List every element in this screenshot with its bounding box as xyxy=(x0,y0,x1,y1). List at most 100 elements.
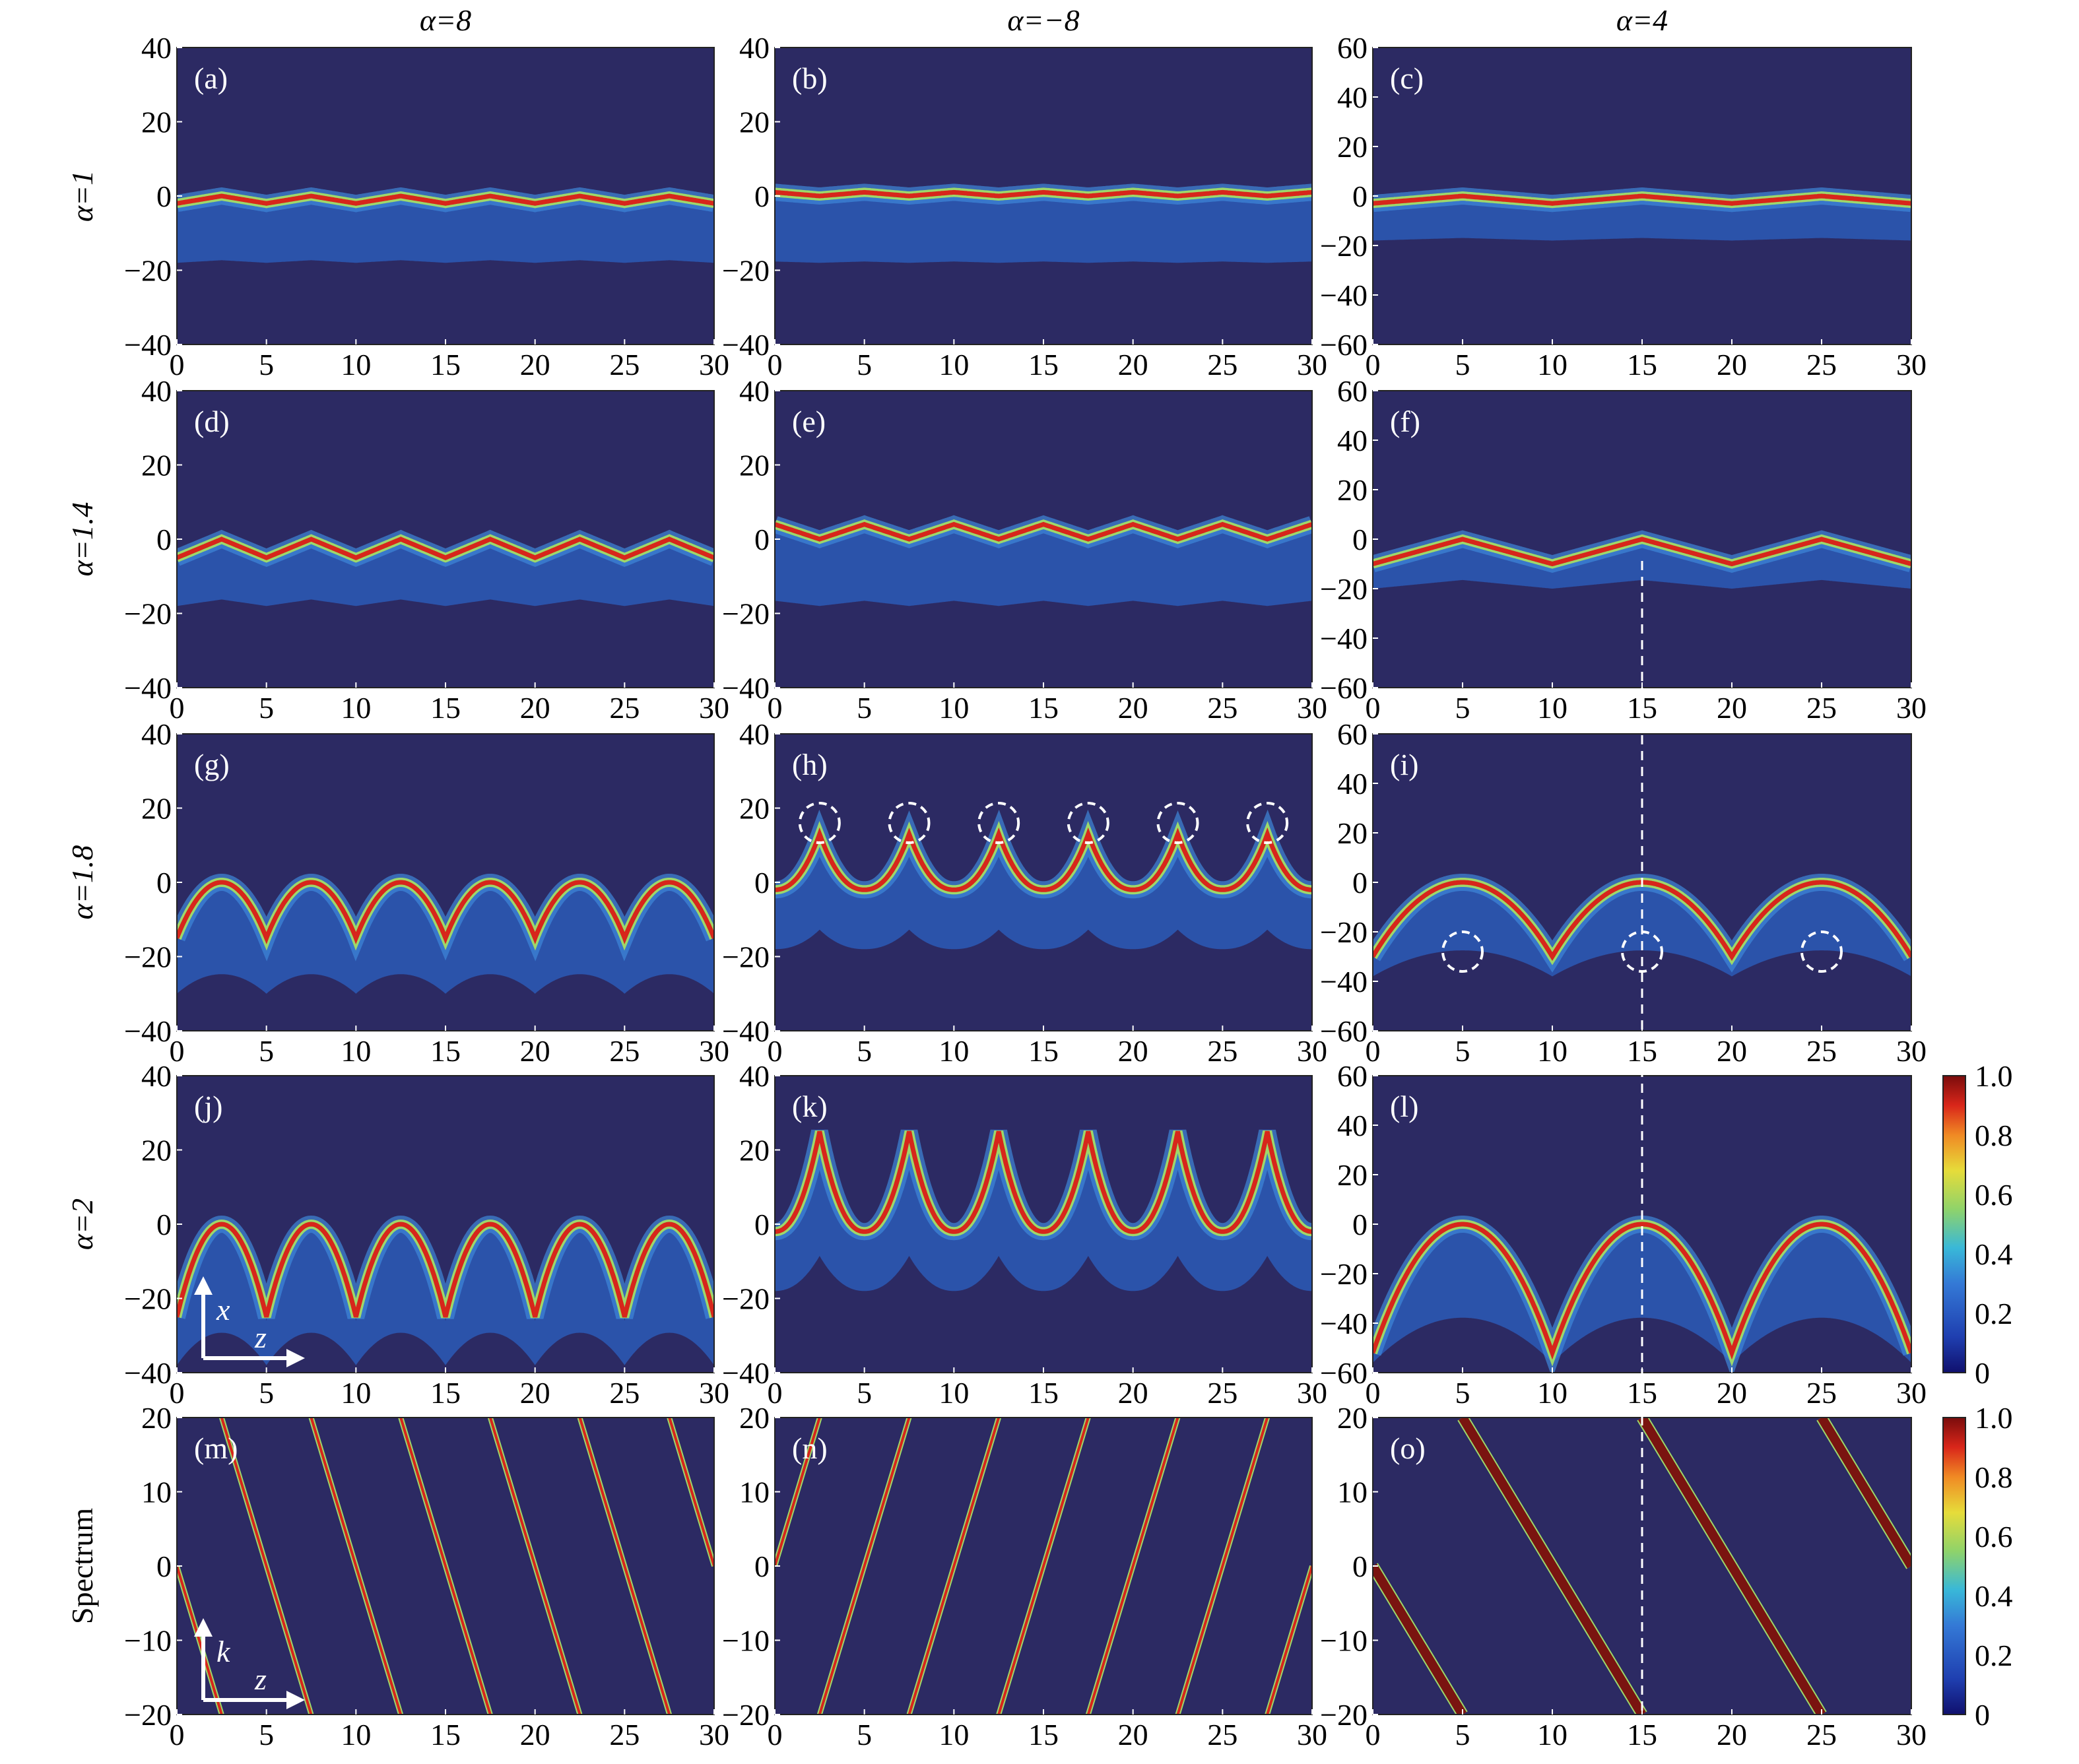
x-tick-label: 15 xyxy=(1028,348,1059,381)
spectrum-line xyxy=(177,1565,223,1715)
x-tick-label: 30 xyxy=(1896,1034,1927,1068)
y-tick-label: −20 xyxy=(722,1282,770,1316)
y-tick-label: 40 xyxy=(141,1059,172,1093)
y-tick-label: 0 xyxy=(754,1550,770,1583)
beam-halo xyxy=(177,199,714,263)
y-tick-label: −60 xyxy=(1320,671,1368,705)
panel-o: 0 5 10 15 20 25 30 20 10 0 −10 −20 (o) xyxy=(1320,1401,1927,1751)
y-tick-label: 20 xyxy=(739,449,770,482)
x-tick-label: 15 xyxy=(430,691,461,725)
x-tick-label: 5 xyxy=(259,348,274,381)
panel-letter: (d) xyxy=(194,405,230,438)
highlight-circle xyxy=(1156,802,1199,844)
colorbar-tick-label: 0.6 xyxy=(1975,1520,2013,1553)
highlight-circle xyxy=(1800,931,1843,973)
y-tick-label: 0 xyxy=(156,1550,172,1583)
y-tick-label: 20 xyxy=(1337,130,1368,164)
y-tick-label: −20 xyxy=(1320,572,1368,606)
beam-core xyxy=(775,189,1312,199)
y-tick-label: 40 xyxy=(739,374,770,408)
spectrum-line xyxy=(220,1418,313,1715)
spectrum-line xyxy=(488,1418,581,1715)
x-tick-label: 20 xyxy=(1118,1376,1148,1410)
x-tick-label: 25 xyxy=(1806,348,1837,381)
y-tick-label: 10 xyxy=(1337,1476,1368,1509)
x-tick-label: 10 xyxy=(939,1034,969,1068)
panel-letter: (l) xyxy=(1390,1090,1418,1123)
x-tick-label: 30 xyxy=(1297,691,1327,725)
y-tick-label: −40 xyxy=(722,671,770,705)
y-tick-label: 20 xyxy=(739,792,770,826)
beam-halo xyxy=(775,528,1312,606)
highlight-circle xyxy=(1067,802,1109,844)
y-tick-label: 20 xyxy=(141,1134,172,1167)
panel-letter: (o) xyxy=(1390,1431,1426,1465)
panel-j: 0 5 10 15 20 25 30 40 20 0 −20 −40 (j) xyxy=(124,1059,729,1410)
x-tick-label: 20 xyxy=(1118,348,1148,381)
panel-b: 0 5 10 15 20 25 30 40 20 0 −20 −40 (b) xyxy=(722,31,1327,381)
y-tick-label: 40 xyxy=(739,31,770,65)
x-tick-label: 10 xyxy=(341,1034,371,1068)
highlight-circle xyxy=(977,802,1020,844)
x-tick-label: 10 xyxy=(1537,1718,1568,1751)
y-tick-label: 20 xyxy=(1337,1158,1368,1192)
y-tick-label: 20 xyxy=(739,1134,770,1167)
beam-halo xyxy=(177,886,714,994)
x-tick-label: 0 xyxy=(1366,1718,1381,1751)
panel-h: 0 5 10 15 20 25 30 40 20 0 −20 −40 (h) xyxy=(722,717,1327,1068)
y-tick-label: 20 xyxy=(1337,816,1368,850)
colorbar-tick-label: 0 xyxy=(1975,1698,1990,1732)
x-tick-label: 25 xyxy=(1207,1718,1238,1751)
x-tick-label: 15 xyxy=(1627,348,1657,381)
x-tick-label: 10 xyxy=(341,1376,371,1410)
axis-inset: kz xyxy=(194,1618,305,1709)
y-tick-label: −20 xyxy=(124,254,172,288)
axis-inset: xz xyxy=(194,1276,305,1367)
y-tick-label: 0 xyxy=(156,180,172,213)
panel-letter: (a) xyxy=(194,61,228,95)
spectrum-line xyxy=(399,1418,492,1715)
y-tick-label: 0 xyxy=(1352,1208,1368,1241)
x-tick-label: 20 xyxy=(520,691,550,725)
x-tick-label: 0 xyxy=(768,1376,783,1410)
colorbar-tick-label: 0.8 xyxy=(1975,1460,2013,1494)
y-tick-label: −20 xyxy=(1320,1698,1368,1732)
y-tick-label: 20 xyxy=(141,106,172,139)
x-tick-label: 30 xyxy=(1896,691,1927,725)
beam-halo xyxy=(775,196,1312,263)
x-tick-label: 25 xyxy=(1207,1376,1238,1410)
beam-halo xyxy=(1373,198,1911,241)
panel-g: 0 5 10 15 20 25 30 40 20 0 −20 −40 (g) xyxy=(124,717,729,1068)
y-tick-label: 20 xyxy=(739,1401,770,1435)
x-tick-label: 5 xyxy=(857,1034,872,1068)
x-tick-label: 0 xyxy=(768,1718,783,1751)
x-tick-label: 10 xyxy=(341,1718,371,1751)
y-tick-label: 40 xyxy=(739,1059,770,1093)
spectrum-line xyxy=(1459,1418,1646,1715)
inset-vertical-label: x xyxy=(216,1293,230,1326)
y-tick-label: 0 xyxy=(754,866,770,899)
x-tick-label: 20 xyxy=(1118,1718,1148,1751)
x-tick-label: 5 xyxy=(857,691,872,725)
x-tick-label: 10 xyxy=(341,348,371,381)
x-tick-label: 10 xyxy=(939,1376,969,1410)
x-tick-label: 15 xyxy=(430,348,461,381)
beam-core xyxy=(177,1222,714,1318)
y-tick-label: −20 xyxy=(124,940,172,974)
x-tick-label: 20 xyxy=(520,1718,550,1751)
panel-letter: (i) xyxy=(1390,748,1418,781)
highlight-circle xyxy=(798,802,841,844)
y-tick-label: 20 xyxy=(141,1401,172,1435)
panel-d: 0 5 10 15 20 25 30 40 20 0 −20 −40 (d) xyxy=(124,374,729,725)
x-tick-label: 20 xyxy=(1717,1718,1747,1751)
y-tick-label: 40 xyxy=(1337,767,1368,800)
y-tick-label: −20 xyxy=(124,597,172,631)
panel-n: 0 5 10 15 20 25 30 20 10 0 −10 −20 (n) xyxy=(722,1401,1327,1751)
x-tick-label: 30 xyxy=(699,1718,729,1751)
y-tick-label: −20 xyxy=(124,1282,172,1316)
panel-letter: (h) xyxy=(792,748,828,781)
y-tick-label: −10 xyxy=(124,1624,172,1658)
panel-letter: (g) xyxy=(194,748,230,781)
y-tick-label: 0 xyxy=(1352,1550,1368,1583)
